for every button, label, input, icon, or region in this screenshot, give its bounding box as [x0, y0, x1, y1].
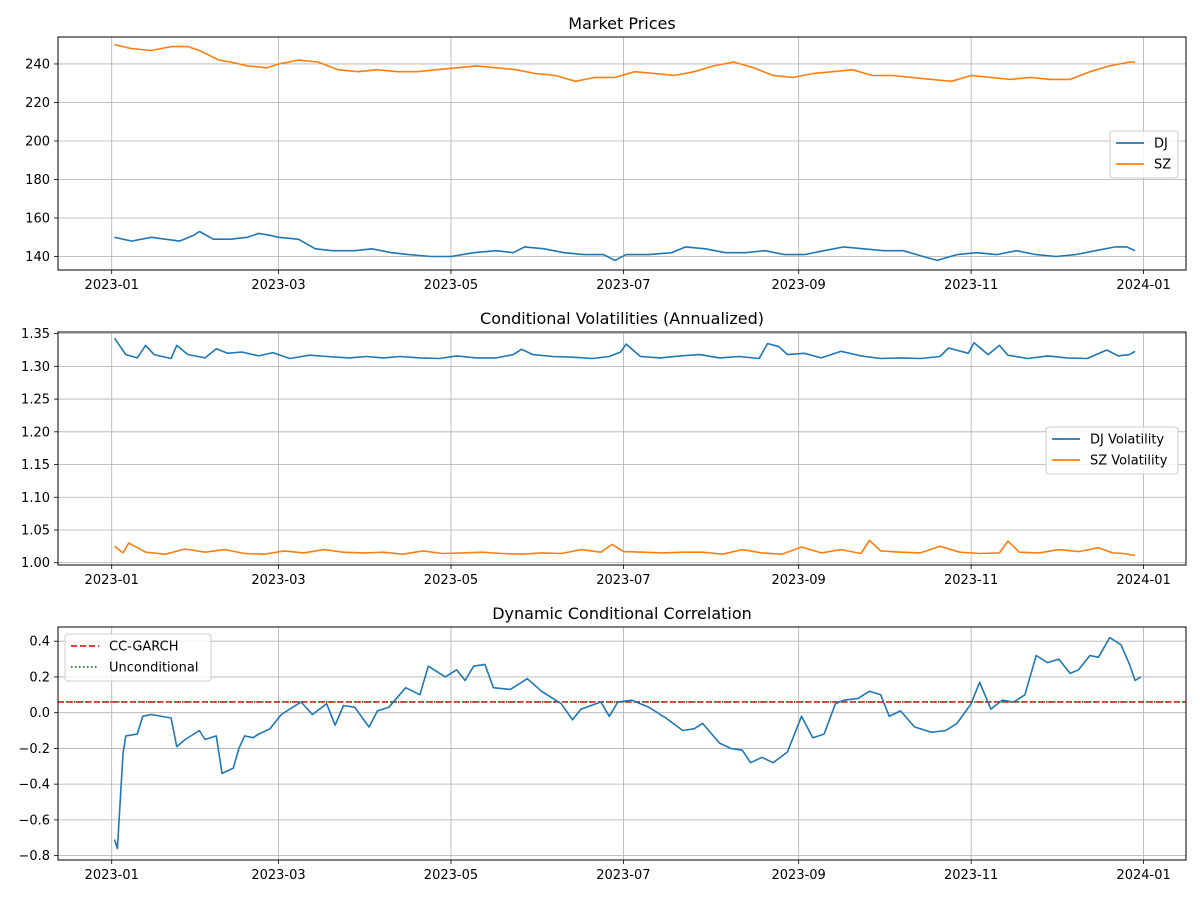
tick-labels: 2023-01 2023-03 2023-05 2023-07 2023-09 2023-… [25, 57, 1171, 293]
y-tick-label: 0.0 [29, 706, 50, 721]
legend: DJ Volatility SZ Volatility [1045, 426, 1179, 475]
series-line-correlation [113, 636, 1142, 850]
y-tick-label: 0.4 [29, 635, 50, 650]
y-tick-label: 220 [25, 96, 50, 111]
series-line-dj-volatility [113, 337, 1136, 360]
panel-conditional-volatilities: Conditional Volatilities (Annualized) 20… [21, 309, 1187, 588]
x-tick-label: 2023-09 [772, 278, 826, 293]
y-tick-label: −0.2 [18, 742, 50, 757]
y-tick-label: 1.05 [21, 523, 50, 538]
x-tick-label: 2023-03 [251, 868, 305, 883]
legend-label-sz-volatility: SZ Volatility [1090, 454, 1168, 469]
series-lines [114, 43, 1136, 262]
y-tick-label: −0.4 [18, 778, 50, 793]
legend-box [64, 633, 212, 682]
legend: DJ SZ [1109, 130, 1179, 179]
chart-title: Conditional Volatilities (Annualized) [480, 309, 764, 328]
series-line-sz-volatility [114, 539, 1136, 557]
y-tick-label: 1.20 [21, 425, 50, 440]
y-tick-label: 200 [25, 134, 50, 149]
x-tick-label: 2023-01 [85, 278, 139, 293]
y-tick-label: 240 [25, 57, 50, 72]
x-tick-label: 2023-05 [424, 573, 478, 588]
grid-lines [58, 627, 1186, 860]
y-tick-label: −0.6 [18, 813, 50, 828]
legend-label-dj: DJ [1154, 137, 1168, 152]
grid-lines [58, 37, 1186, 270]
x-tick-label: 2023-09 [772, 868, 826, 883]
y-tick-label: 0.2 [29, 670, 50, 685]
legend-label-unconditional: Unconditional [109, 661, 198, 676]
x-tick-label: 2023-07 [596, 868, 650, 883]
x-tick-label: 2023-09 [772, 573, 826, 588]
y-tick-label: 180 [25, 173, 50, 188]
tick-labels: 2023-01 2023-03 2023-05 2023-07 2023-09 2023-… [21, 327, 1171, 588]
x-tick-label: 2023-01 [85, 868, 139, 883]
axes-frame [57, 626, 1187, 861]
series-line-sz [114, 43, 1136, 83]
x-tick-label: 2023-01 [85, 573, 139, 588]
chart-title: Dynamic Conditional Correlation [492, 604, 752, 623]
panel-dynamic-correlation: Dynamic Conditional Correlation 2023-01 2… [18, 604, 1187, 883]
x-tick-label: 2023-03 [251, 278, 305, 293]
axes-frame [57, 331, 1187, 566]
x-tick-label: 2024-01 [1116, 573, 1170, 588]
chart-title: Market Prices [568, 14, 675, 33]
y-tick-label: 1.15 [21, 458, 50, 473]
panel-market-prices: Market Prices 2023-01 2023-03 2023-05 2023-… [25, 14, 1187, 293]
grid-lines [58, 332, 1186, 565]
x-tick-label: 2023-07 [596, 573, 650, 588]
axes-frame [57, 36, 1187, 271]
y-tick-label: 1.00 [21, 556, 50, 571]
y-tick-label: 1.10 [21, 491, 50, 506]
x-tick-label: 2023-07 [596, 278, 650, 293]
x-tick-label: 2024-01 [1116, 278, 1170, 293]
legend-label-dj-volatility: DJ Volatility [1090, 433, 1164, 448]
legend-label-sz: SZ [1154, 158, 1171, 173]
y-tick-label: 1.25 [21, 393, 50, 408]
y-tick-label: 1.35 [21, 327, 50, 342]
series-line-dj [114, 230, 1136, 262]
legend: CC-GARCH Unconditional [64, 633, 212, 682]
series-lines [58, 636, 1186, 850]
y-tick-label: 1.30 [21, 360, 50, 375]
legend-label-cc-garch: CC-GARCH [109, 640, 179, 655]
x-tick-label: 2023-05 [424, 868, 478, 883]
y-tick-label: 140 [25, 250, 50, 265]
series-lines [113, 337, 1136, 557]
x-tick-label: 2023-05 [424, 278, 478, 293]
x-tick-label: 2023-11 [944, 278, 998, 293]
y-tick-label: −0.8 [18, 849, 50, 864]
x-tick-label: 2023-11 [944, 573, 998, 588]
x-tick-label: 2023-03 [251, 573, 305, 588]
x-tick-label: 2023-11 [944, 868, 998, 883]
tick-labels: 2023-01 2023-03 2023-05 2023-07 2023-09 2023-… [18, 635, 1170, 883]
x-tick-label: 2024-01 [1116, 868, 1170, 883]
y-tick-label: 160 [25, 212, 50, 227]
